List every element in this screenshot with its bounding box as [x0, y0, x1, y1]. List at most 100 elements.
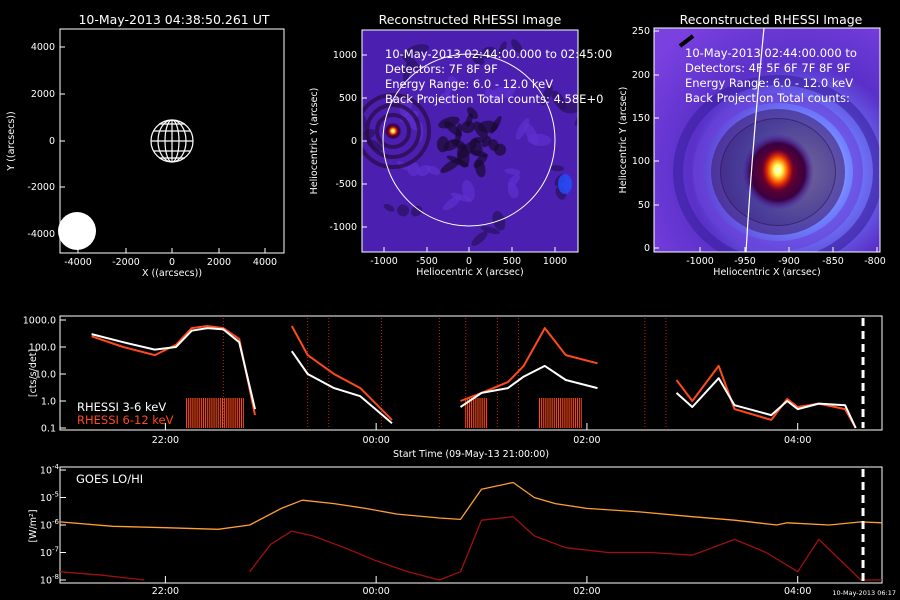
rhessi-image-panel-2: Reconstructed RHESSI Image -1000 -950 -9… [618, 12, 886, 278]
goes-ytick-exponent: -5 [52, 491, 59, 499]
goes-ytick: 10 [40, 521, 52, 532]
legend-high-energy: RHESSI 6-12 keV [77, 413, 174, 427]
goes-xtick: 00:00 [362, 586, 389, 597]
rhessi1-ytick: -500 [335, 179, 357, 190]
backprojection-lobe [550, 165, 564, 172]
backprojection-lobe [410, 205, 423, 217]
rhessi2-info-line: Detectors: 4F 5F 6F 7F 8F 9F [685, 61, 851, 75]
rhessi-lc-ytick: 1.0 [41, 397, 56, 408]
rhessi1-xlabel: Heliocentric X (arcsec) [416, 267, 523, 278]
rhessi-lc-xtick: 00:00 [362, 435, 389, 446]
goes-ytick: 10 [40, 466, 52, 477]
series-line-3-6kev [91, 327, 857, 429]
backprojection-lobe [439, 92, 452, 105]
source-ring [673, 75, 880, 252]
locator-xtick: 0 [169, 257, 175, 268]
backprojection-lobe [383, 203, 395, 212]
rhessi-lc-ytick: 100.0 [29, 343, 56, 354]
backprojection-lobe [440, 158, 462, 173]
backprojection-lobe [402, 61, 411, 86]
rhessi1-info-line: 10-May-2013 02:44:00.000 to 02:45:00 [385, 47, 612, 61]
solar-limb-arc [745, 28, 765, 252]
rhessi2-ytick: 50 [638, 200, 650, 211]
rhessi-image-panel-1: Reconstructed RHESSI Image -1000 -500 0 … [309, 12, 612, 278]
rhessi-lc-xtick: 22:00 [152, 435, 179, 446]
rhessi1-xtick: 1000 [543, 256, 567, 267]
rhessi-lc-xlabel: Start Time (09-May-13 21:00:00) [393, 449, 549, 460]
plot-timestamp: 10-May-2013 06:17 [832, 589, 896, 597]
goes-ytick: 10 [40, 576, 52, 587]
rhessi2-ytick: 250 [632, 26, 650, 37]
rhessi2-xtick: -1000 [686, 256, 714, 267]
rhessi2-ylabel: Heliocentric Y (arcsec) [618, 87, 629, 194]
ring-artifact [362, 93, 431, 169]
rhessi1-title: Reconstructed RHESSI Image [379, 12, 562, 27]
backprojection-lobe [467, 107, 478, 120]
backprojection-lobe [506, 82, 517, 99]
locator-ytick: 2000 [31, 89, 55, 100]
locator-title: 10-May-2013 04:38:50.261 UT [78, 12, 269, 27]
fov-indicator [58, 212, 96, 250]
rhessi-lc-xtick: 04:00 [784, 435, 811, 446]
backprojection-lobe [471, 231, 488, 246]
rhessi2-ytick: 200 [632, 70, 650, 81]
ring-artifact [375, 113, 411, 149]
rhessi-lc-ylabel: [cts/s/det] [28, 349, 39, 397]
rhessi1-ylabel: Heliocentric Y (arcsec) [309, 88, 320, 195]
goes-lo-line [60, 481, 882, 530]
rhessi-lc-axes: 1000.0 100.0 10.0 1.0 0.1 22:00 00:00 02:00 04:0… [23, 316, 812, 447]
locator-xtick: -4000 [64, 257, 92, 268]
series-line-6-12kev [91, 325, 857, 429]
backprojection-lobe [461, 121, 475, 134]
locator-ytick: -4000 [27, 229, 55, 240]
rhessi2-xlabel: Heliocentric X (arcsec) [713, 267, 820, 278]
blue-artifact [558, 174, 572, 194]
backprojection-lobe [397, 204, 410, 217]
backprojection-lobe [494, 143, 507, 156]
backprojection-lobe [490, 116, 502, 134]
backprojection-lobe [504, 168, 521, 175]
goes-lightcurve-panel: 10-410-510-610-710 -822:00 00:00 02:00 04:00… [28, 463, 896, 597]
locator-panel: 10-May-2013 04:38:50.261 UT -4000 -2000 … [6, 12, 285, 279]
goes-marks [60, 469, 882, 581]
rhessi1-xtick: 500 [503, 256, 521, 267]
rhessi-lc-ytick: 1000.0 [23, 316, 56, 327]
rhessi1-info-line: Energy Range: 6.0 - 12.0 keV [385, 77, 553, 91]
rhessi-lightcurve-panel: 1000.0 100.0 10.0 1.0 0.1 22:00 00:00 02:00 04:0… [23, 315, 883, 460]
rhessi1-xtick: 0 [466, 256, 472, 267]
legend-low-energy: RHESSI 3-6 keV [77, 400, 166, 414]
backprojection-lobe [426, 165, 441, 175]
rhessi2-xtick: -850 [822, 256, 844, 267]
backprojection-lobe [445, 83, 452, 96]
locator-xtick: 4000 [253, 257, 277, 268]
rhessi-lc-ytick: 0.1 [41, 424, 56, 435]
rhessi2-info-line: Back Projection Total counts: [685, 91, 850, 105]
ring-artifact [365, 103, 421, 159]
goes-xtick: 22:00 [152, 586, 179, 597]
rhessi2-xtick: -900 [778, 256, 800, 267]
rhessi-lc-frame [59, 315, 883, 431]
goes-ytick-exponent: -4 [52, 463, 60, 471]
goes-xtick: 04:00 [784, 586, 811, 597]
locator-ytick: 4000 [31, 42, 55, 53]
rhessi1-ytick: -1000 [329, 222, 357, 233]
backprojection-lobe [480, 226, 500, 235]
backprojection-lobe [540, 84, 553, 106]
goes-ytick: 10 [40, 493, 52, 504]
rhessi1-ytick: 500 [339, 93, 357, 104]
rhessi1-info-line: Detectors: 7F 8F 9F [385, 62, 498, 76]
rhessi1-ytick: 1000 [333, 50, 357, 61]
backprojection-lobe [527, 133, 552, 146]
corner-mark [678, 34, 695, 48]
rhessi1-xtick: -1000 [370, 256, 398, 267]
backprojection-lobe [438, 116, 460, 129]
backprojection-lobe [436, 136, 449, 153]
rhessi-lc-xtick: 02:00 [573, 435, 600, 446]
source-contours [673, 75, 880, 252]
rhessi1-xtick: -500 [416, 256, 438, 267]
rhessi2-info-line: Energy Range: 6.0 - 12.0 keV [685, 76, 853, 90]
backprojection-lobe [475, 159, 486, 178]
rhessi2-xtick: -800 [864, 256, 886, 267]
backprojection-lobe [447, 75, 458, 87]
